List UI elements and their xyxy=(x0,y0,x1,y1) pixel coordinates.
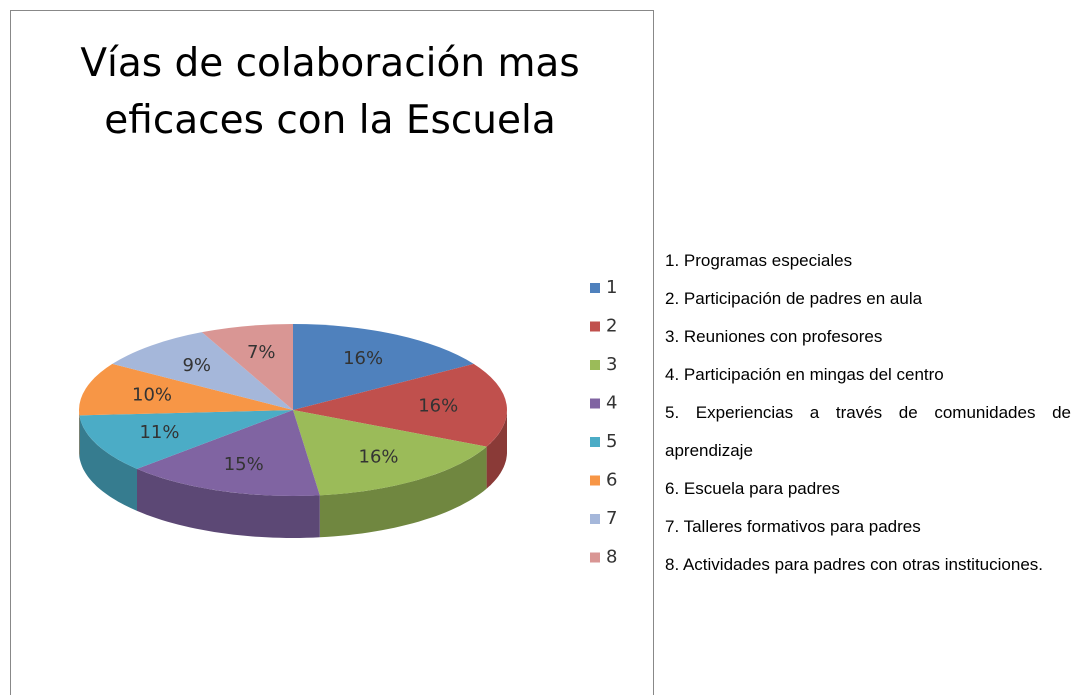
data-label: 10% xyxy=(132,384,172,405)
notes: 1. Programas especiales 2. Participación … xyxy=(665,242,1071,584)
note: 6. Escuela para padres xyxy=(665,479,840,498)
slice-side xyxy=(486,410,507,489)
legend-label: 2 xyxy=(606,316,617,337)
legend-label: 6 xyxy=(606,470,617,491)
note: 4. Participación en mingas del centro xyxy=(665,365,944,384)
data-label: 11% xyxy=(139,422,179,443)
legend-label: 8 xyxy=(606,547,617,568)
data-label: 7% xyxy=(247,342,276,363)
note: 8. Actividades para padres con otras ins… xyxy=(665,555,1043,574)
slice-side xyxy=(137,468,320,538)
legend-label: 1 xyxy=(606,277,617,298)
note: 5. Experiencias a través de comunidades … xyxy=(665,403,1071,460)
legend-swatch xyxy=(590,514,600,524)
slice xyxy=(293,324,474,410)
title-box: Vías de colaboración mas eficaces con la… xyxy=(80,41,580,143)
slice-side xyxy=(79,415,137,511)
note: 3. Reuniones con profesores xyxy=(665,327,883,346)
note: 2. Participación de padres en aula xyxy=(665,289,923,308)
chart: Vías de colaboración mas eficaces con la… xyxy=(10,10,654,695)
slice xyxy=(78,363,293,416)
legend-label: 5 xyxy=(606,431,617,452)
slice xyxy=(112,332,293,410)
legend-swatch xyxy=(590,475,600,486)
legend-swatch xyxy=(590,398,600,409)
note: 7. Talleres formativos para padres xyxy=(665,517,921,536)
data-label: 16% xyxy=(418,395,458,416)
note: 1. Programas especiales xyxy=(665,251,853,270)
slice xyxy=(201,324,293,410)
slice xyxy=(137,410,320,497)
legend-label: 7 xyxy=(606,508,617,529)
data-label: 16% xyxy=(343,348,383,369)
slice xyxy=(79,410,294,469)
legend-swatch xyxy=(590,321,600,332)
slice xyxy=(293,410,487,496)
legend-label: 3 xyxy=(606,354,617,375)
legend-label: 4 xyxy=(606,393,617,414)
legend-swatch xyxy=(590,437,600,447)
data-label: 15% xyxy=(224,454,264,475)
slice-side xyxy=(319,446,487,538)
legend-swatch xyxy=(590,552,600,563)
data-label: 16% xyxy=(359,446,399,467)
slice xyxy=(293,363,508,447)
data-label: 9% xyxy=(182,355,211,376)
legend-swatch xyxy=(590,283,600,293)
legend-swatch xyxy=(590,360,600,370)
chart-title: Vías de colaboración mas eficaces con la… xyxy=(80,41,580,143)
